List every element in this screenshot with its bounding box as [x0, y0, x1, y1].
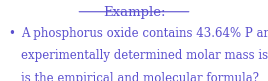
- Text: experimentally determined molar mass is 283.89 g/mol. What: experimentally determined molar mass is …: [21, 49, 268, 62]
- Text: is the empirical and molecular formula?: is the empirical and molecular formula?: [21, 72, 259, 81]
- Text: Example:: Example:: [103, 6, 165, 19]
- Text: A phosphorus oxide contains 43.64% P and 56.36% O and its: A phosphorus oxide contains 43.64% P and…: [21, 27, 268, 40]
- Text: •: •: [8, 27, 15, 40]
